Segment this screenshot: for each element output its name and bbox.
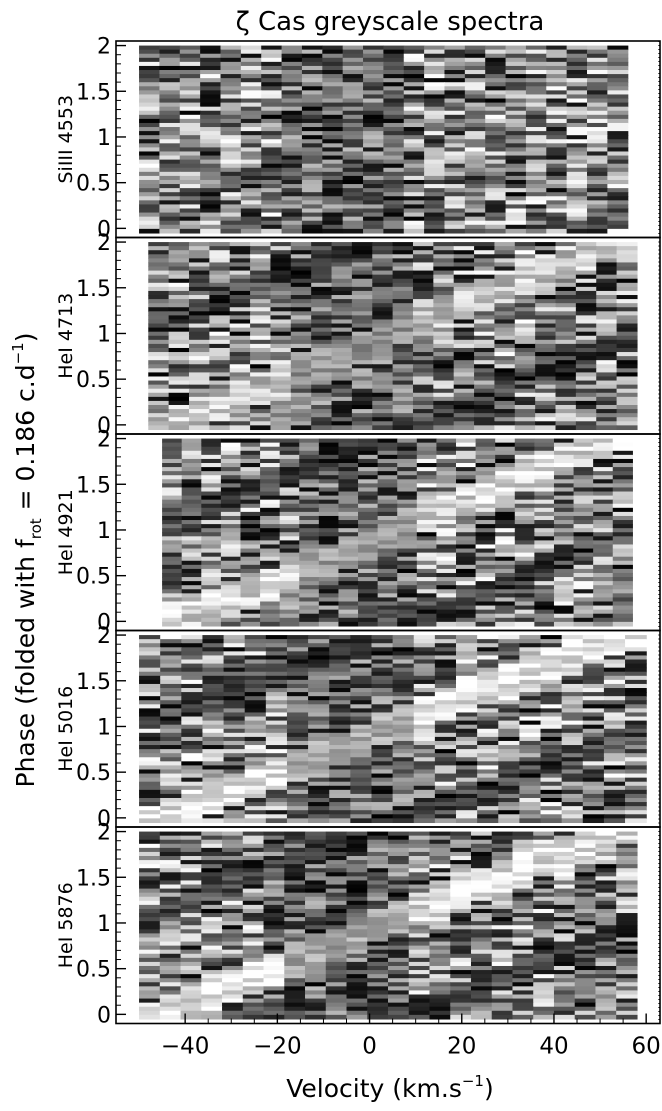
- panel-1-ytick-label-4: 2: [97, 35, 111, 60]
- y-axis-label: Phase (folded with frot = 0.186 c.d−1): [9, 333, 45, 788]
- xtick-label-2: 0: [362, 1034, 377, 1060]
- panel-4-ytick-label-2: 1: [97, 715, 111, 740]
- panel-5-image: [139, 831, 638, 1020]
- panel-5-ytick-label-2: 1: [97, 912, 111, 937]
- panel-4-ytick-label-3: 1.5: [76, 670, 111, 695]
- panel-2-label: HeI 4713: [55, 293, 77, 379]
- panel-4-ytick-label-0: 0: [97, 807, 111, 832]
- panel-1-image: [139, 45, 629, 234]
- panel-2-ytick-label-4: 2: [97, 231, 111, 256]
- panel-5-ytick-label-4: 2: [97, 821, 111, 846]
- panel-5-ytick-label-3: 1.5: [76, 866, 111, 891]
- panel-1-ytick-label-0: 0: [97, 217, 111, 242]
- panel-3-ytick-label-3: 1.5: [76, 473, 111, 498]
- chart-title: ζ Cas greyscale spectra: [236, 7, 545, 37]
- panel-5-ytick-label-1: 0.5: [76, 958, 111, 983]
- xtick-label-5: 60: [632, 1034, 661, 1060]
- panel-5-frame: [115, 826, 661, 1025]
- xtick-label-0: −40: [161, 1034, 210, 1060]
- panel-2-ytick-label-3: 1.5: [76, 277, 111, 302]
- panel-1-ytick-label-2: 1: [97, 126, 111, 151]
- panel-2-ytick-label-2: 1: [97, 322, 111, 347]
- panel-3-ytick-label-0: 0: [97, 610, 111, 635]
- x-tick-labels: −40 −20 0 20 40 60: [161, 1034, 661, 1060]
- panel-2-ytick-label-1: 0.5: [76, 368, 111, 393]
- panel-3-ytick-label-2: 1: [97, 519, 111, 544]
- panel-2-ytick-label-0: 0: [97, 414, 111, 439]
- panel-1-label: SiIII 4553: [55, 95, 77, 184]
- panel-1-ytick-label-1: 0.5: [76, 172, 111, 197]
- x-axis-label: Velocity (km.s−1): [286, 1072, 493, 1103]
- panel-3-ytick-label-4: 2: [97, 428, 111, 453]
- panel-3-image: [162, 438, 633, 627]
- panel-1-ytick-label-3: 1.5: [76, 80, 111, 105]
- panel-4-ytick-label-1: 0.5: [76, 761, 111, 786]
- panel-3-ytick-label-1: 0.5: [76, 565, 111, 590]
- xtick-label-4: 40: [539, 1034, 568, 1060]
- panel-4-image: [139, 635, 647, 824]
- xtick-label-3: 20: [447, 1034, 476, 1060]
- panel-3-label: HeI 4921: [55, 489, 77, 575]
- panel-4-label: HeI 5016: [55, 686, 77, 772]
- panel-2-image: [148, 242, 638, 431]
- panel-5-ytick-label-0: 0: [97, 1003, 111, 1028]
- panel-frames: [115, 40, 661, 1025]
- panel-5-label: HeI 5876: [55, 882, 77, 968]
- y-tick-labels: 0 0.5 1 1.5 2 SiIII 4553 0 0.5 1 1.5 2 HeI 4713 0 0.5…: [55, 35, 111, 1029]
- xtick-label-1: −20: [253, 1034, 302, 1060]
- panels-group: [139, 45, 647, 1020]
- panel-4-ytick-label-4: 2: [97, 624, 111, 649]
